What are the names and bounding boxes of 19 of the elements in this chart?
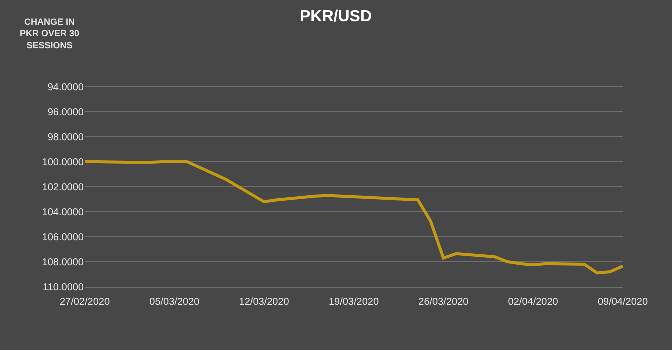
- x-tick-label: 02/04/2020: [508, 297, 559, 308]
- x-tick-label: 09/04/2020: [598, 297, 648, 308]
- x-tick-label: 05/03/2020: [150, 297, 200, 308]
- y-tick-label: 98.0000: [48, 132, 84, 144]
- x-tick-label: 27/02/2020: [60, 297, 110, 308]
- y-tick-label: 110.0000: [43, 282, 84, 294]
- y-tick-label: 108.0000: [42, 258, 84, 268]
- x-tick-label: 12/03/2020: [239, 297, 290, 308]
- y-tick-label: 102.0000: [42, 182, 84, 194]
- y-axis-title: CHANGE IN PKR OVER 30 SESSIONS: [20, 17, 80, 50]
- y-tick-label: 96.0000: [48, 108, 84, 118]
- x-tick-label: 26/03/2020: [418, 297, 470, 308]
- y-tick-label: 100.0000: [42, 158, 84, 168]
- chart-title: PKR/USD: [300, 8, 372, 26]
- line-series: [85, 160, 623, 275]
- y-tick-label: 94.0000: [48, 82, 84, 94]
- y-tick-label: 106.0000: [42, 232, 84, 244]
- y-tick-label: 104.0000: [42, 208, 84, 218]
- x-tick-label: 19/03/2020: [328, 297, 380, 308]
